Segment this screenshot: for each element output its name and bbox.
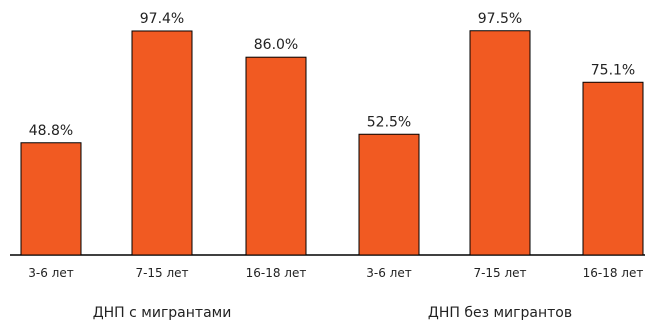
bar-1: [20, 142, 82, 256]
bars: [20, 30, 644, 256]
category-tick-label-1: 3-6 лет: [28, 266, 73, 280]
category-tick-label-5: 7-15 лет: [473, 266, 526, 280]
value-labels: 48.8% 97.4% 86.0% 52.5% 97.5% 75.1%: [29, 11, 635, 139]
group-label-2: ДНП без мигрантов: [428, 305, 572, 321]
bar-4: [358, 133, 420, 256]
group-labels: ДНП с мигрантами ДНП без мигрантов: [93, 305, 572, 321]
category-tick-label-4: 3-6 лет: [366, 266, 411, 280]
bar-3: [245, 56, 307, 256]
category-tick-label-2: 7-15 лет: [135, 266, 188, 280]
category-tick-label-3: 16-18 лет: [246, 266, 307, 280]
bar-value-label-6: 75.1%: [591, 62, 635, 78]
bar-value-label-5: 97.5%: [478, 11, 522, 27]
bar-5: [469, 30, 531, 256]
bar-value-label-3: 86.0%: [254, 37, 298, 53]
group-label-1: ДНП с мигрантами: [93, 305, 232, 321]
bar-value-label-4: 52.5%: [367, 114, 411, 130]
category-tick-label-6: 16-18 лет: [583, 266, 644, 280]
bar-2: [131, 30, 193, 256]
bar-6: [582, 81, 644, 256]
bar-value-label-2: 97.4%: [140, 11, 184, 27]
category-tick-labels: 3-6 лет 7-15 лет 16-18 лет 3-6 лет 7-15 лет 1…: [28, 266, 643, 280]
bar-value-label-1: 48.8%: [29, 123, 73, 139]
